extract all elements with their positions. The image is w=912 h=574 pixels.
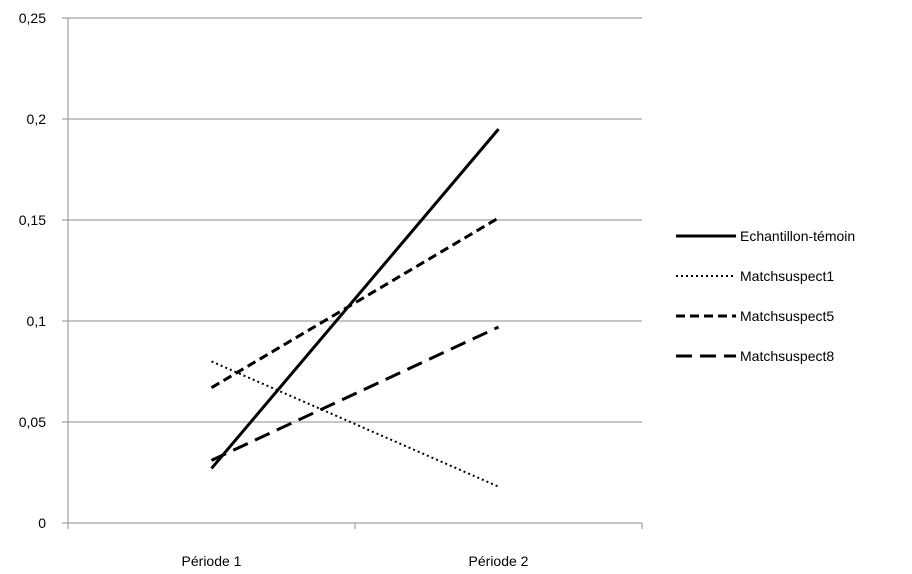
series-line bbox=[211, 360, 499, 488]
legend-label: Matchsuspect8 bbox=[740, 348, 834, 364]
legend: Echantillon-témoin Matchsuspect1 Matchsusp… bbox=[676, 228, 855, 364]
series-line bbox=[210, 325, 500, 462]
series-line bbox=[210, 128, 500, 470]
gridlines bbox=[68, 17, 642, 423]
legend-label: Echantillon-témoin bbox=[740, 228, 855, 244]
y-tick-label: 0,15 bbox=[19, 212, 46, 228]
x-tick-label: Période 2 bbox=[469, 553, 529, 569]
axes: 0 0,05 0,1 0,15 0,2 0,25 Période 1 Période 2 bbox=[19, 10, 643, 569]
legend-label: Matchsuspect5 bbox=[740, 308, 834, 324]
series-line bbox=[210, 216, 500, 389]
y-tick-label: 0 bbox=[38, 515, 46, 531]
legend-label: Matchsuspect1 bbox=[740, 268, 834, 284]
x-tick-label: Période 1 bbox=[182, 553, 242, 569]
y-tick-label: 0,2 bbox=[27, 111, 47, 127]
y-tick-label: 0,05 bbox=[19, 414, 46, 430]
data-series bbox=[210, 128, 500, 488]
y-tick-label: 0,25 bbox=[19, 10, 46, 26]
y-tick-label: 0,1 bbox=[27, 313, 47, 329]
